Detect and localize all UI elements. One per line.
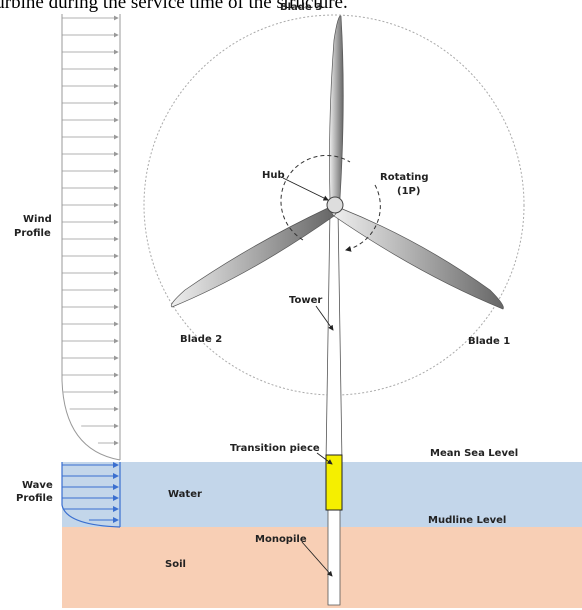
- label: Blade 3: [280, 2, 322, 13]
- label: Mean Sea Level: [430, 448, 518, 459]
- rotation-arrow: [345, 184, 381, 252]
- label: Tower: [289, 295, 322, 306]
- label: Rotating: [380, 172, 429, 183]
- label: Monopile: [255, 534, 307, 545]
- rotor-circle: [143, 14, 525, 396]
- label: Mudline Level: [428, 515, 506, 526]
- wind-profile: [61, 14, 121, 461]
- label: Blade 1: [468, 336, 510, 347]
- leaders: [282, 177, 334, 577]
- label: Soil: [165, 559, 186, 570]
- label: Profile: [14, 228, 51, 239]
- wave-profile: [61, 462, 121, 528]
- label: Profile: [16, 493, 53, 504]
- rotation-arrow: [280, 155, 351, 241]
- label: Water: [168, 489, 202, 500]
- label: Wave: [22, 480, 53, 491]
- label: Blade 2: [180, 334, 222, 345]
- water-region: [62, 462, 582, 527]
- monopile: [327, 509, 341, 606]
- label: Wind: [23, 214, 52, 225]
- transition-piece: [325, 454, 343, 511]
- label: Hub: [262, 170, 285, 181]
- blades: [170, 15, 504, 310]
- tower: [325, 209, 343, 463]
- hub: [326, 196, 344, 214]
- caption: turbine during the service time of the s…: [0, 0, 348, 13]
- label: Transition piece: [230, 443, 320, 454]
- label: (1P): [397, 186, 420, 197]
- soil-region: [62, 527, 582, 608]
